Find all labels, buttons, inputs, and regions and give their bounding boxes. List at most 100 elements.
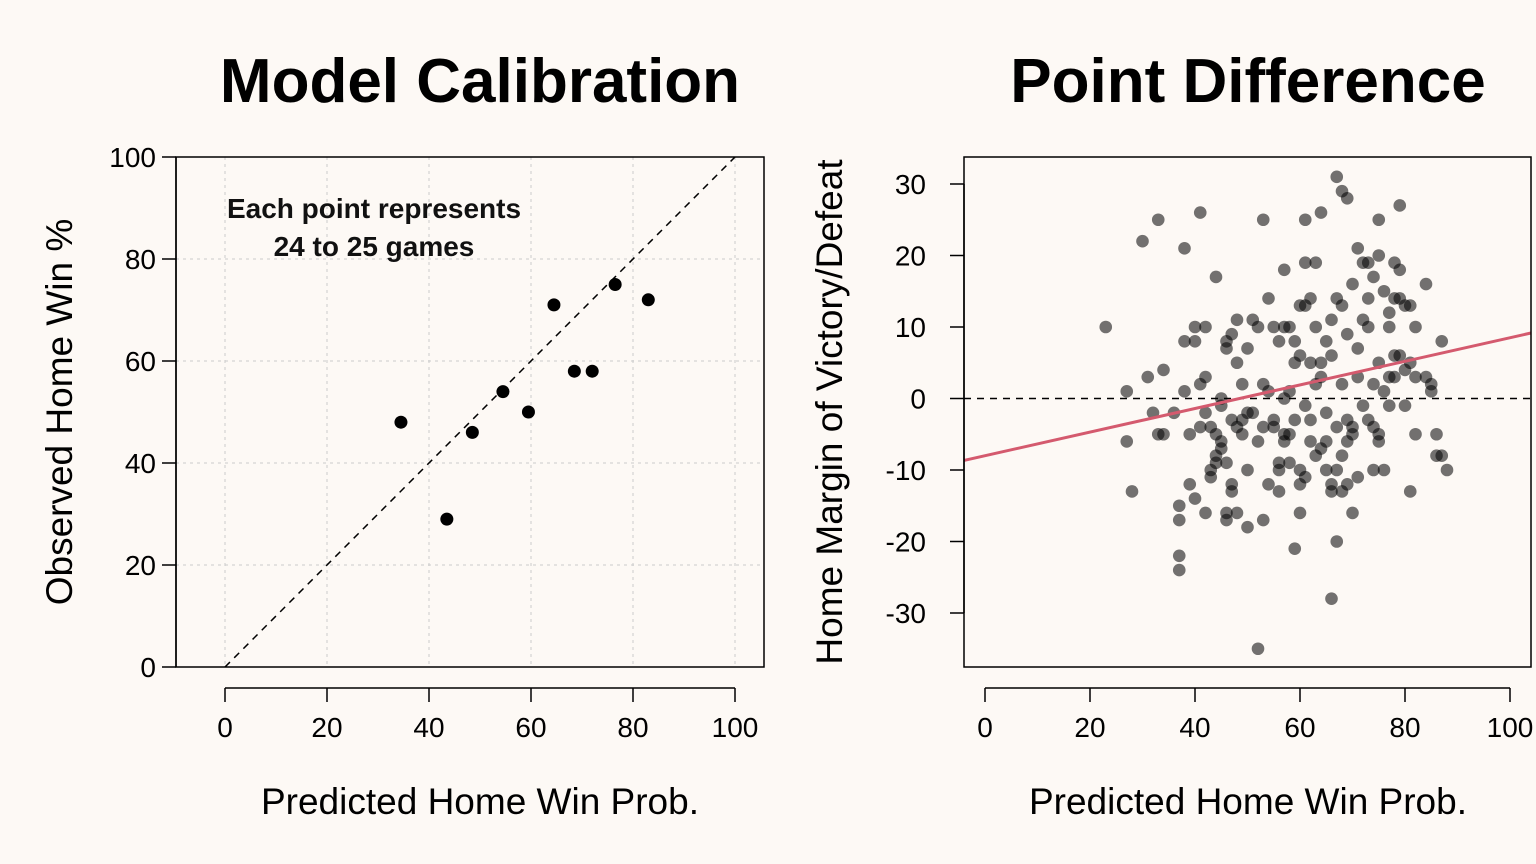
game-point [1377,284,1391,298]
calibration-annotation-line-1: Each point represents [227,193,521,224]
point-difference-title: Point Difference [1010,47,1485,116]
game-point [1251,320,1265,334]
game-point [1335,299,1349,312]
game-point [1246,406,1260,420]
game-point [1230,506,1244,520]
game-point [1356,399,1370,412]
game-point [1304,435,1317,448]
calibration-point [440,512,454,526]
calibration-reference-line [224,156,736,668]
x-tick-label: 20 [311,712,342,743]
game-point [1183,427,1197,441]
point-difference-panel: Point Difference 0 20 40 60 80 100 -30-20-100… [809,47,1533,822]
y-tick-label: -10 [886,455,926,486]
game-point [1262,292,1275,305]
game-point [1382,399,1396,412]
game-point [1372,435,1386,448]
game-point [1220,506,1233,520]
game-point [1288,542,1302,555]
game-point [1199,320,1212,334]
game-point [1398,399,1412,412]
game-point [1367,377,1380,391]
game-point [1241,520,1254,534]
game-point [1277,263,1291,277]
game-point [1293,506,1307,520]
y-tick-label: 100 [109,142,156,173]
game-point [1346,506,1359,520]
game-point [1330,535,1344,548]
game-point [1183,478,1197,491]
game-point [1340,192,1354,205]
x-tick-label: 40 [1179,712,1210,743]
game-point [1325,485,1338,498]
x-tick-label: 0 [217,712,233,743]
calibration-point [567,364,581,378]
game-point [1267,413,1281,427]
y-tick-label: 0 [140,652,156,683]
game-point [1188,335,1202,348]
game-point [1178,242,1191,255]
game-point [1256,420,1270,434]
game-point [1382,306,1396,320]
game-point [1319,435,1333,448]
game-point [1230,313,1244,327]
game-point [1304,356,1317,370]
game-point [1314,356,1328,370]
game-point [1267,320,1281,334]
calibration-annotation-line-2: 24 to 25 games [274,231,475,262]
game-point [1372,213,1386,227]
game-point [1241,342,1254,355]
game-point [1235,427,1249,441]
game-point [1330,463,1344,477]
calibration-point [641,293,655,307]
point-difference-y-axis-label: Home Margin of Victory/Defeat [809,159,850,665]
game-point [1346,277,1359,291]
calibration-point [608,278,622,291]
game-point [1178,385,1191,398]
game-point [1409,427,1422,441]
game-point [1409,370,1422,384]
game-point [1125,485,1139,498]
game-point [1214,442,1228,455]
game-point [1225,327,1239,341]
game-point [1199,406,1212,420]
x-tick-label: 100 [1487,712,1534,743]
calibration-point [496,385,510,399]
x-tick-label: 80 [1389,712,1420,743]
game-point [1382,320,1396,334]
game-point [1409,320,1422,334]
game-point [1157,427,1170,441]
game-point [1251,435,1265,448]
game-point [1298,213,1312,227]
point-difference-points [1099,170,1454,656]
game-point [1346,420,1359,434]
game-point [1172,563,1186,577]
game-point [1309,256,1323,269]
game-point [1424,385,1438,398]
y-tick-label: -20 [886,527,926,558]
game-point [1120,385,1134,398]
game-point [1403,299,1417,312]
game-point [1235,377,1249,391]
game-point [1435,335,1449,348]
game-point [1351,342,1365,355]
game-point [1272,463,1286,477]
game-point [1377,385,1391,398]
game-point [1241,463,1254,477]
y-tick-label: 10 [895,312,926,343]
game-point [1419,277,1433,291]
calibration-point [585,364,599,378]
game-point [1304,292,1317,305]
game-point [1251,642,1265,656]
game-point [1188,492,1202,505]
calibration-point [521,405,535,419]
game-point [1330,170,1344,184]
game-point [1262,478,1275,491]
game-point [1361,292,1375,305]
x-tick-label: 60 [515,712,546,743]
game-point [1141,370,1155,384]
game-point [1157,363,1170,377]
game-point [1440,463,1454,477]
game-point [1367,270,1380,284]
y-tick-label: 60 [125,346,156,377]
